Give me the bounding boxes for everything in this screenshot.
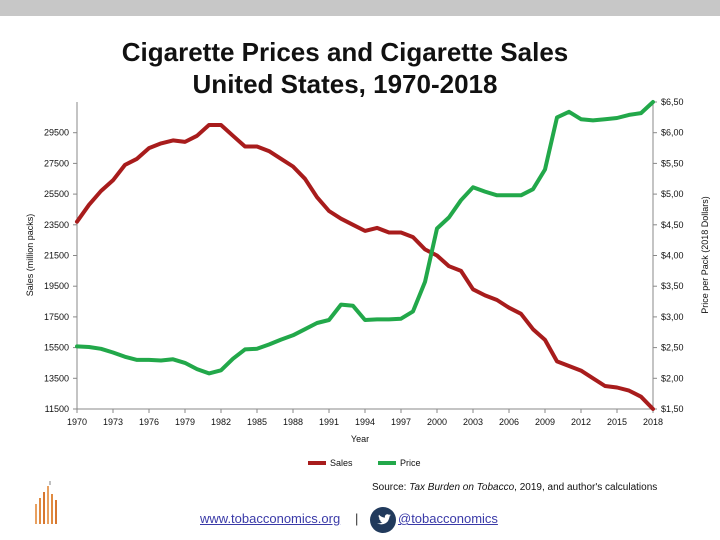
x-tick-label: 1988 [283, 417, 303, 427]
chart-title: Cigarette Prices and Cigarette Sales Uni… [40, 36, 650, 100]
y-left-tick-label: 21500 [44, 251, 69, 261]
source-italic: Tax Burden on Tobacco [409, 482, 515, 493]
twitter-bird-icon[interactable] [370, 507, 396, 533]
top-decorative-bar [0, 0, 720, 16]
website-link[interactable]: www.tobacconomics.org [200, 511, 341, 526]
x-tick-label: 1982 [211, 417, 231, 427]
series-line-sales [75, 123, 655, 411]
x-tick-label: 2012 [571, 417, 591, 427]
x-tick-label: 1976 [139, 417, 159, 427]
footer-separator: | [355, 511, 359, 526]
y-right-tick-label: $2,00 [661, 373, 684, 383]
x-tick-label: 2000 [427, 417, 447, 427]
x-tick-label: 2006 [499, 417, 519, 427]
legend-label-price: Price [400, 458, 421, 468]
series-line-price [75, 100, 655, 376]
y-axis-left-title: Sales (million packs) [25, 214, 35, 297]
y-left-tick-label: 19500 [44, 281, 69, 291]
x-tick-label: 1997 [391, 417, 411, 427]
y-right-tick-label: $3,50 [661, 281, 684, 291]
y-right-tick-label: $6,50 [661, 97, 684, 107]
x-tick-label: 2003 [463, 417, 483, 427]
title-line-1: Cigarette Prices and Cigarette Sales [121, 37, 569, 67]
x-tick-label: 1994 [355, 417, 375, 427]
legend-label-sales: Sales [330, 458, 353, 468]
x-tick-label: 1991 [319, 417, 339, 427]
x-tick-label: 1973 [103, 417, 123, 427]
x-tick-label: 2009 [535, 417, 555, 427]
x-axis-title: Year [351, 434, 369, 444]
twitter-handle-link[interactable]: @tobacconomics [398, 511, 498, 526]
y-left-tick-label: 25500 [44, 189, 69, 199]
x-tick-label: 1985 [247, 417, 267, 427]
x-tick-label: 1979 [175, 417, 195, 427]
y-right-tick-label: $3,00 [661, 312, 684, 322]
y-left-tick-label: 11500 [45, 404, 69, 414]
y-left-tick-label: 27500 [44, 158, 69, 168]
y-left-tick-label: 23500 [44, 220, 69, 230]
y-right-tick-label: $4,00 [661, 251, 684, 261]
title-line-2: United States, 1970-2018 [192, 69, 498, 99]
x-tick-label: 2015 [607, 417, 627, 427]
x-tick-label: 2018 [643, 417, 663, 427]
y-right-tick-label: $6,00 [661, 128, 684, 138]
y-left-tick-label: 29500 [44, 128, 69, 138]
y-right-tick-label: $4,50 [661, 220, 684, 230]
y-left-tick-label: 15500 [44, 343, 69, 353]
y-axis-right-title: Price per Pack (2018 Dollars) [700, 196, 710, 314]
source-suffix: , 2019, and author's calculations [514, 482, 658, 493]
y-right-tick-label: $5,50 [661, 158, 684, 168]
y-right-tick-label: $5,00 [661, 189, 684, 199]
y-right-tick-label: $2,50 [661, 343, 684, 353]
tobacconomics-bars-logo-icon [35, 481, 57, 524]
source-prefix: Source: [372, 482, 410, 493]
y-left-tick-label: 17500 [44, 312, 69, 322]
x-tick-label: 1970 [67, 417, 87, 427]
y-right-tick-label: $1,50 [661, 404, 684, 414]
source-note: Source: Tax Burden on Tobacco, 2019, and… [372, 482, 657, 493]
y-left-tick-label: 13500 [44, 373, 69, 383]
